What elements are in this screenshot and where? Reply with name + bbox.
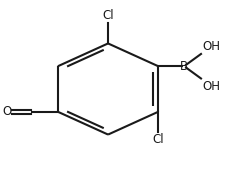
Text: Cl: Cl [152, 133, 163, 146]
Text: OH: OH [202, 40, 220, 53]
Text: B: B [179, 60, 187, 73]
Text: OH: OH [202, 80, 220, 93]
Text: Cl: Cl [102, 9, 113, 22]
Text: O: O [2, 105, 11, 118]
